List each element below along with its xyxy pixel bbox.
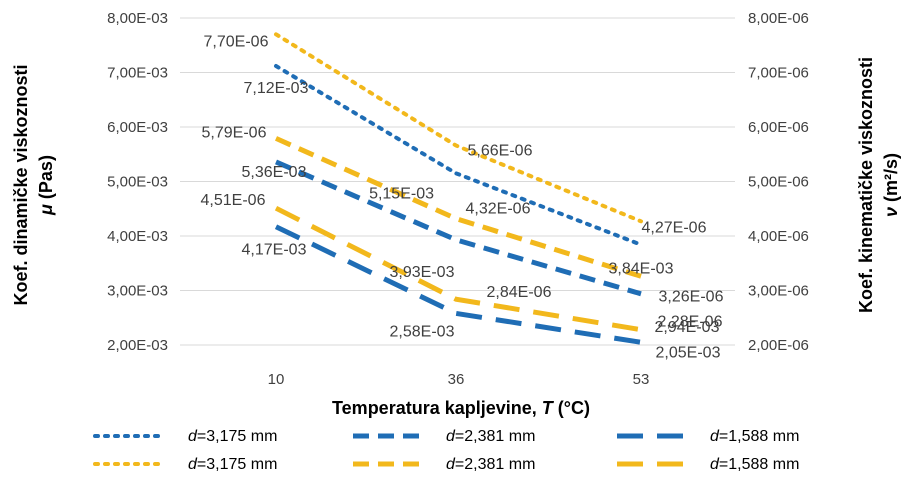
y-left-axis-title: Koef. dinamičke viskoznosti [11, 64, 31, 305]
data-label: 7,70E-06 [204, 33, 269, 50]
data-label: 2,94E-03 [655, 319, 720, 336]
y-right-tick-label: 5,00E-06 [748, 174, 809, 191]
data-label: 3,93E-03 [390, 264, 455, 281]
y-right-tick-label: 3,00E-06 [748, 283, 809, 300]
y-left-tick-label: 3,00E-03 [107, 283, 168, 300]
y-left-axis-title-line2: μ (Pas) [36, 155, 56, 216]
data-label: 4,27E-06 [642, 219, 707, 236]
data-label: 7,12E-03 [244, 80, 309, 97]
data-label: 5,36E-03 [242, 164, 307, 181]
legend-label: d=1,588 mm [710, 456, 799, 473]
legend-label: d=2,381 mm [446, 456, 535, 473]
y-right-tick-label: 4,00E-06 [748, 228, 809, 245]
y-left-tick-label: 8,00E-03 [107, 10, 168, 27]
data-label: 3,84E-03 [609, 261, 674, 278]
series-line [274, 205, 642, 333]
gridlines [180, 17, 735, 346]
data-label: 3,26E-06 [659, 288, 724, 305]
data-label: 5,79E-06 [202, 124, 267, 141]
legend: d=3,175 mm d=2,381 mm d=1,588 mm d=3,175 mm… [93, 428, 799, 473]
series-line [275, 159, 642, 297]
data-label: 2,58E-03 [390, 323, 455, 340]
y-left-tick-label: 4,00E-03 [107, 228, 168, 245]
y-right-tick-label: 7,00E-06 [748, 65, 809, 82]
data-label: 4,17E-03 [242, 242, 307, 259]
y-right-axis-title: Koef. kinematičke viskoznosti [856, 57, 876, 313]
axes: 2,00E-03 2,00E-06 3,00E-03 3,00E-06 4,00E-03… [11, 10, 901, 418]
y-left-tick-label: 5,00E-03 [107, 174, 168, 191]
y-left-tick-label: 7,00E-03 [107, 65, 168, 82]
series-line [274, 64, 643, 247]
data-label: 2,05E-03 [656, 344, 721, 361]
data-label: 5,66E-06 [468, 143, 533, 160]
series-line [274, 32, 643, 224]
data-labels: 7,12E-03 5,15E-03 3,84E-03 5,36E-03 3,93E-03… [201, 33, 724, 361]
x-tick-label: 36 [448, 371, 465, 388]
y-left-tick-label: 2,00E-03 [107, 337, 168, 354]
x-tick-label: 53 [633, 371, 650, 388]
data-label: 2,84E-06 [487, 284, 552, 301]
x-axis-title: Temperatura kapljevine, T (°C) [332, 398, 590, 418]
y-right-tick-label: 8,00E-06 [748, 10, 809, 27]
series-line [274, 224, 642, 345]
legend-label: d=1,588 mm [710, 428, 799, 445]
data-label: 4,51E-06 [201, 192, 266, 209]
data-label: 4,32E-06 [466, 201, 531, 218]
legend-label: d=3,175 mm [188, 428, 277, 445]
y-right-axis-title-line2: ν (m²/s) [881, 153, 901, 217]
y-left-tick-label: 6,00E-03 [107, 119, 168, 136]
series-line [274, 136, 642, 279]
y-right-tick-label: 2,00E-06 [748, 337, 809, 354]
legend-label: d=2,381 mm [446, 428, 535, 445]
series-lines [274, 32, 643, 345]
legend-label: d=3,175 mm [188, 456, 277, 473]
data-label: 2,28E-06 [658, 314, 723, 331]
y-right-tick-label: 6,00E-06 [748, 119, 809, 136]
data-label: 5,15E-03 [369, 185, 434, 202]
x-tick-label: 10 [268, 371, 285, 388]
